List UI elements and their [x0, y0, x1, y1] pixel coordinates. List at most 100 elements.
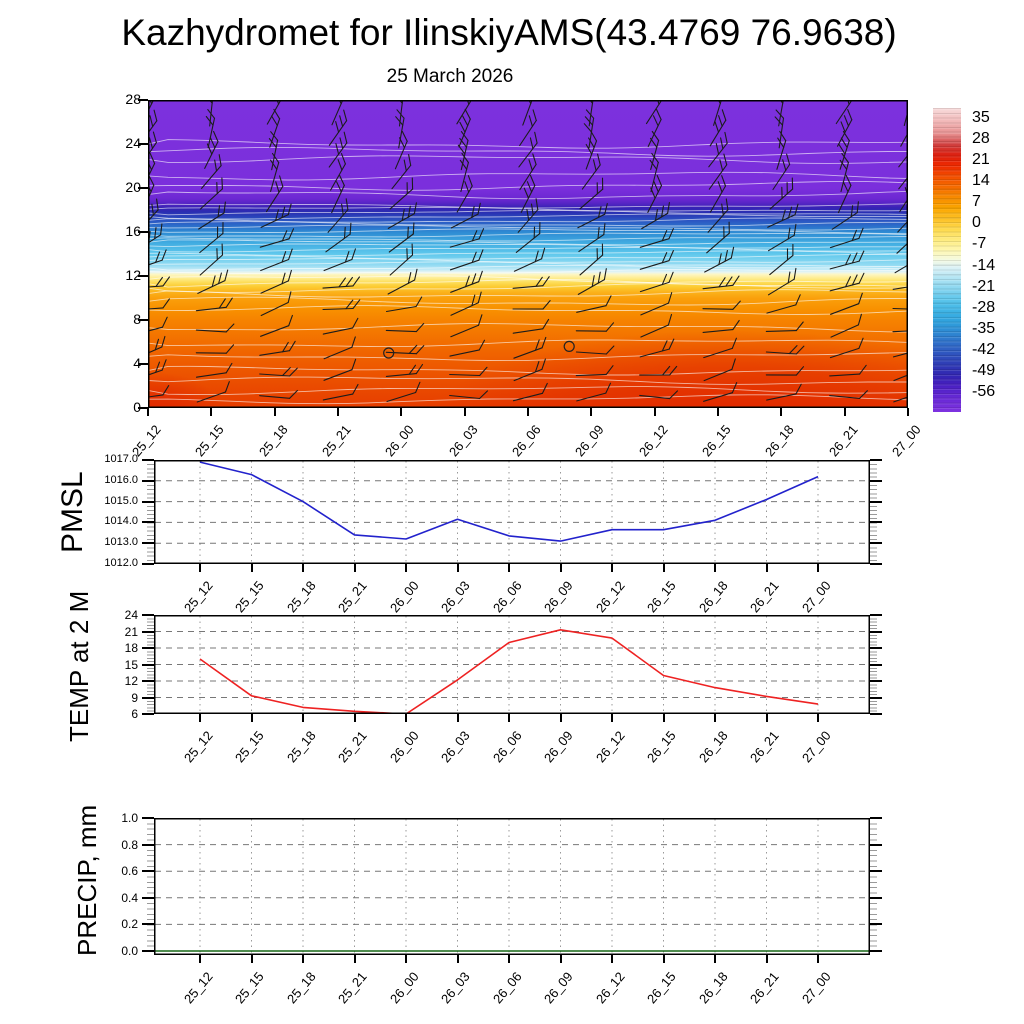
xsec-x-tick-label: 26_09: [572, 422, 607, 460]
x-tick-label: 25_21: [335, 969, 370, 1007]
panel-svg: [154, 818, 870, 955]
y-tick-label: 24: [124, 608, 138, 622]
y-tick-label: 1.0: [121, 811, 138, 825]
xsec-y-tick: [138, 407, 148, 409]
y-major-tick: [870, 479, 882, 482]
xsec-x-tick: [590, 408, 593, 416]
y-major-tick: [142, 630, 154, 633]
x-tick: [456, 714, 459, 722]
x-tick: [662, 955, 665, 963]
pmsl-line: [199, 461, 819, 542]
x-tick-label: 27_00: [798, 728, 834, 766]
contour-line: [148, 243, 908, 249]
contour-line: [148, 247, 908, 253]
xsec-x-tick: [210, 408, 213, 416]
x-tick-label: 25_18: [283, 728, 319, 766]
x-tick: [353, 714, 356, 722]
x-tick-label: 26_03: [438, 969, 473, 1007]
x-tick: [611, 564, 613, 572]
colorbar-tick-label: -14: [972, 256, 996, 274]
xsec-x-tick-label: 25_18: [255, 422, 291, 460]
y-major-tick: [142, 663, 154, 666]
contour-line: [148, 289, 908, 298]
xsec-x-tick: [337, 408, 339, 416]
y-major-tick: [142, 713, 154, 715]
calm-wind-circle: [563, 340, 575, 352]
xsec-x-tick: [147, 408, 149, 416]
panel-svg: [154, 615, 870, 714]
x-tick: [250, 564, 253, 572]
x-tick-label: 26_15: [644, 578, 679, 616]
x-tick-label: 26_09: [541, 578, 576, 616]
y-major-tick: [142, 696, 154, 699]
y-major-tick: [870, 950, 882, 952]
xsec-x-tick: [527, 408, 529, 416]
xsec-y-tick: [138, 275, 148, 277]
x-tick-label: 26_09: [541, 728, 576, 766]
y-tick-label: 9: [131, 690, 138, 705]
contour-line: [148, 394, 908, 405]
x-tick: [765, 564, 768, 572]
colorbar-tick-label: -7: [972, 235, 987, 253]
y-major-tick: [142, 870, 154, 873]
x-tick: [508, 955, 510, 963]
precip-mm-panel: [154, 818, 870, 955]
contour-line: [148, 258, 908, 263]
y-tick-label: 1014.0: [104, 515, 138, 528]
y-tick-label: 1015.0: [104, 494, 138, 507]
y-tick-label: 21: [124, 624, 138, 639]
x-tick: [250, 955, 253, 963]
contour-line: [148, 250, 908, 257]
xsec-y-tick-label: 12: [125, 267, 141, 283]
contour-line: [148, 228, 908, 235]
x-tick: [662, 714, 665, 722]
x-tick-label: 25_15: [232, 728, 267, 766]
colorbar-tick-label: -28: [972, 298, 996, 316]
xsec-x-tick-label: 26_00: [382, 422, 417, 460]
x-tick: [508, 564, 510, 572]
y-major-tick: [870, 817, 882, 819]
y-major-tick: [142, 647, 154, 649]
y-major-tick: [142, 843, 154, 846]
y-tick-label: 1017.0: [104, 453, 138, 465]
x-tick: [611, 714, 613, 722]
y-major-tick: [142, 950, 154, 952]
x-tick-label: 26_03: [438, 728, 473, 766]
colorbar-tick-label: 14: [972, 172, 990, 190]
contour-line: [148, 171, 908, 181]
xsec-x-tick: [780, 408, 783, 416]
xsec-x-tick-label: 25_21: [318, 422, 354, 460]
y-tick-label: 0.6: [121, 864, 138, 879]
xsec-x-tick: [653, 408, 656, 416]
x-tick: [765, 955, 768, 963]
x-tick-label: 26_12: [592, 578, 628, 616]
xsec-x-tick-label: 26_15: [698, 422, 734, 460]
contour-line: [148, 180, 908, 191]
xsec-x-tick-label: 26_12: [635, 422, 671, 460]
xsec-y-tick-label: 20: [125, 179, 141, 195]
x-tick-label: 25_18: [283, 578, 319, 616]
x-tick: [405, 714, 407, 722]
y-tick-label: 0.8: [121, 837, 138, 852]
contour-line: [148, 236, 908, 242]
x-tick: [817, 714, 819, 722]
y-tick-label: 1012.0: [104, 557, 138, 569]
x-tick-label: 26_18: [695, 728, 731, 766]
y-major-tick: [870, 870, 882, 873]
xsec-x-tick-label: 26_18: [762, 422, 797, 460]
contour-line: [148, 296, 908, 306]
pmsl-axis-title: PMSL: [56, 471, 89, 553]
x-tick-label: 26_03: [438, 578, 473, 616]
xsec-y-tick: [138, 319, 148, 321]
contour-line: [148, 305, 908, 315]
x-tick: [302, 955, 304, 963]
x-tick-label: 25_12: [180, 728, 216, 766]
x-tick-label: 26_06: [489, 578, 525, 616]
colorbar-tick-label: -35: [972, 319, 996, 337]
colorbar-tick-label: 35: [972, 109, 990, 126]
x-tick: [611, 955, 613, 963]
x-tick: [559, 564, 562, 572]
x-tick-label: 26_06: [489, 969, 525, 1007]
contour-line: [148, 365, 908, 376]
y-major-tick: [142, 459, 154, 461]
